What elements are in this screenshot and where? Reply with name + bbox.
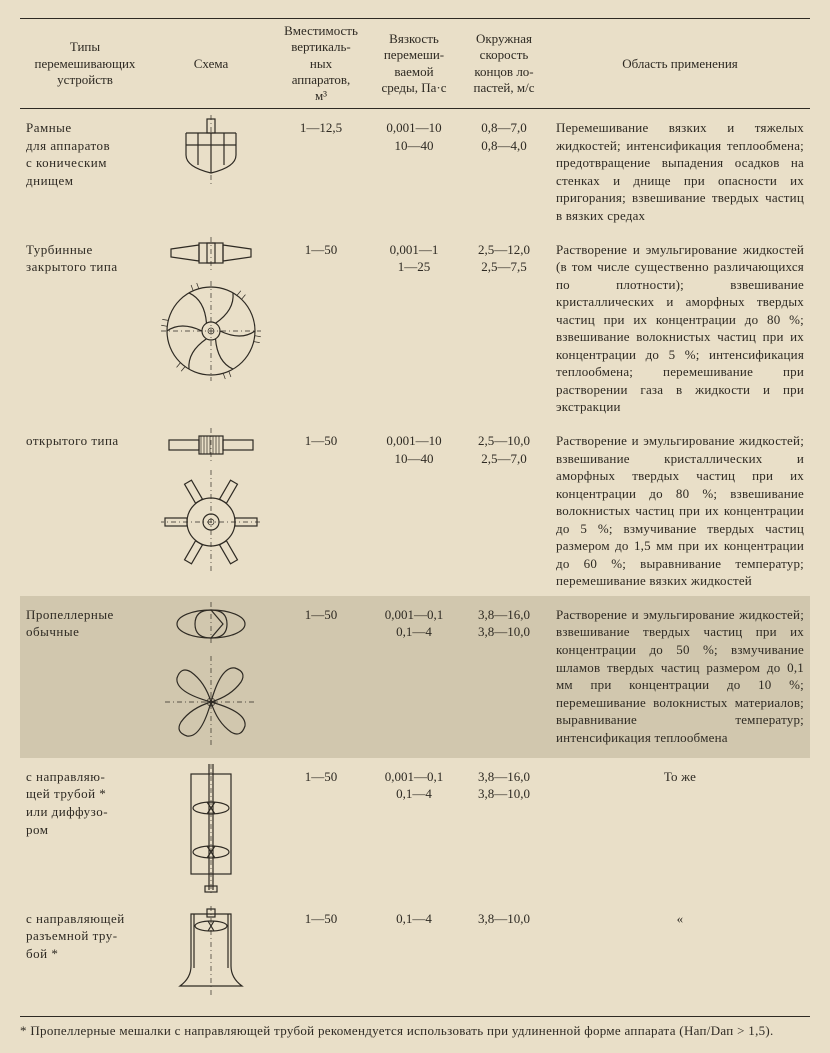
cell-type: открытого типа bbox=[20, 422, 150, 596]
table-row: Пропеллерные обычные bbox=[20, 596, 810, 758]
cell-speed: 2,5—12,0 2,5—7,5 bbox=[458, 231, 550, 422]
cell-speed: 0,8—7,0 0,8—4,0 bbox=[458, 109, 550, 231]
cell-speed: 3,8—16,0 3,8—10,0 bbox=[458, 758, 550, 900]
col-application: Область применения bbox=[550, 19, 810, 109]
turbine-closed-icon bbox=[161, 237, 261, 387]
cell-viscosity: 0,001—10 10—40 bbox=[370, 109, 458, 231]
cell-scheme bbox=[150, 109, 272, 231]
frame-mixer-icon bbox=[168, 115, 254, 185]
table-row: с направляю- щей трубой * или диффузо- р… bbox=[20, 758, 810, 900]
cell-app: Растворение и эмульгирование жидкостей; … bbox=[550, 422, 810, 596]
cell-app: Растворение и эмульгирование жидкостей; … bbox=[550, 596, 810, 758]
cell-app: Растворение и эмульгирование жидкостей (… bbox=[550, 231, 810, 422]
cell-type: Турбинные закрытого типа bbox=[20, 231, 150, 422]
propeller-split-tube-icon bbox=[166, 906, 256, 996]
cell-capacity: 1—50 bbox=[272, 900, 370, 1002]
cell-app: Перемешивание вязких и тяжелых жидкостей… bbox=[550, 109, 810, 231]
cell-capacity: 1—12,5 bbox=[272, 109, 370, 231]
cell-type: с направляющей разъемной тру- бой * bbox=[20, 900, 150, 1002]
cell-capacity: 1—50 bbox=[272, 422, 370, 596]
cell-type: Рамные для аппаратов с коническим днищем bbox=[20, 109, 150, 231]
table-row: открытого типа bbox=[20, 422, 810, 596]
table-row: Рамные для аппаратов с коническим днищем… bbox=[20, 109, 810, 231]
col-capacity: Вместимость вертикаль- ных аппаратов, м³ bbox=[272, 19, 370, 109]
propeller-tube-icon bbox=[166, 764, 256, 894]
cell-viscosity: 0,001—0,1 0,1—4 bbox=[370, 596, 458, 758]
cell-type: с направляю- щей трубой * или диффузо- р… bbox=[20, 758, 150, 900]
cell-scheme bbox=[150, 422, 272, 596]
cell-app: « bbox=[550, 900, 810, 1002]
cell-scheme bbox=[150, 900, 272, 1002]
footnote: * Пропеллерные мешалки с направляющей тр… bbox=[20, 1016, 810, 1039]
mixer-table: Типы перемешивающих устройств Схема Вмес… bbox=[20, 18, 810, 1002]
col-viscosity: Вязкость перемеши- ваемой среды, Па·с bbox=[370, 19, 458, 109]
col-speed: Окружная скорость концов ло- пастей, м/с bbox=[458, 19, 550, 109]
table-row: Турбинные закрытого типа bbox=[20, 231, 810, 422]
cell-type: Пропеллерные обычные bbox=[20, 596, 150, 758]
cell-viscosity: 0,001—0,1 0,1—4 bbox=[370, 758, 458, 900]
col-scheme: Схема bbox=[150, 19, 272, 109]
cell-app: То же bbox=[550, 758, 810, 900]
cell-capacity: 1—50 bbox=[272, 596, 370, 758]
col-type: Типы перемешивающих устройств bbox=[20, 19, 150, 109]
cell-speed: 3,8—16,0 3,8—10,0 bbox=[458, 596, 550, 758]
cell-scheme bbox=[150, 758, 272, 900]
table-row: с направляющей разъемной тру- бой * 1—50… bbox=[20, 900, 810, 1002]
cell-viscosity: 0,001—10 10—40 bbox=[370, 422, 458, 596]
cell-capacity: 1—50 bbox=[272, 231, 370, 422]
turbine-open-icon bbox=[161, 428, 261, 578]
header-row: Типы перемешивающих устройств Схема Вмес… bbox=[20, 19, 810, 109]
cell-scheme bbox=[150, 596, 272, 758]
cell-scheme bbox=[150, 231, 272, 422]
cell-speed: 3,8—10,0 bbox=[458, 900, 550, 1002]
cell-viscosity: 0,1—4 bbox=[370, 900, 458, 1002]
cell-capacity: 1—50 bbox=[272, 758, 370, 900]
cell-viscosity: 0,001—1 1—25 bbox=[370, 231, 458, 422]
cell-speed: 2,5—10,0 2,5—7,0 bbox=[458, 422, 550, 596]
propeller-icon bbox=[161, 602, 261, 752]
